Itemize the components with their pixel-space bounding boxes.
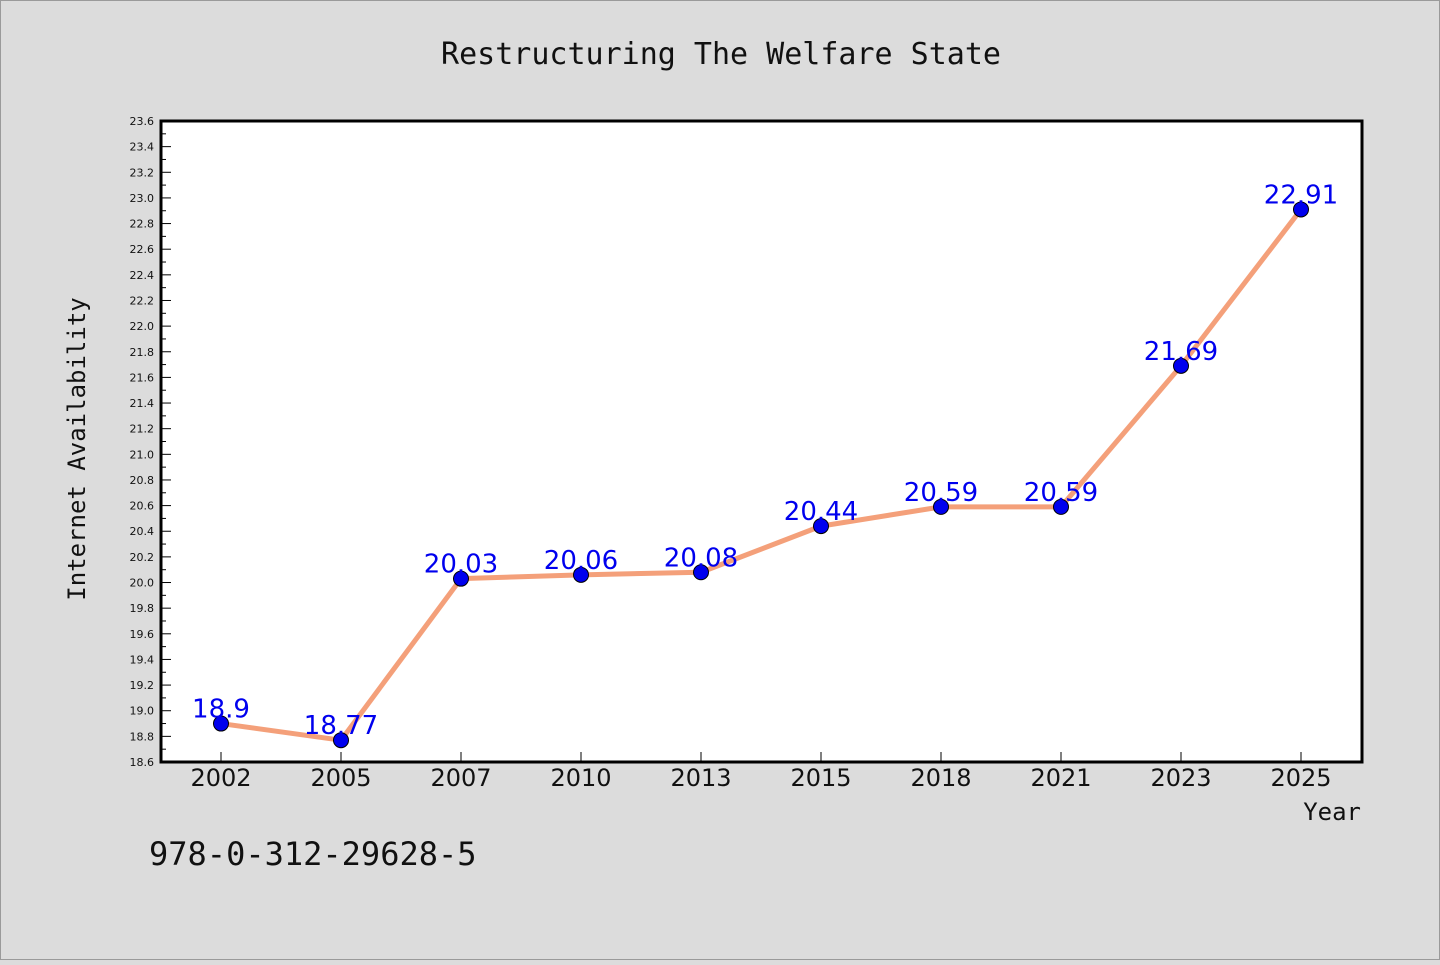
data-label: 20.59	[1024, 478, 1098, 508]
y-tick-label: 23.2	[130, 166, 155, 179]
isbn-footer: 978-0-312-29628-5	[149, 835, 477, 873]
y-tick-label: 22.8	[130, 218, 155, 231]
y-tick-label: 21.8	[130, 346, 155, 359]
series-line	[218, 206, 1304, 743]
data-label: 22.91	[1264, 180, 1338, 210]
x-tick-label: 2025	[1270, 764, 1331, 792]
data-label: 18.9	[192, 695, 250, 725]
y-tick-label: 22.0	[130, 320, 155, 333]
y-tick-label: 22.4	[130, 269, 155, 282]
data-point	[813, 518, 829, 535]
y-tick-label: 21.0	[130, 448, 155, 461]
x-tick-label: 2002	[190, 764, 251, 792]
y-tick-label: 20.4	[130, 525, 155, 538]
x-tick-label: 2007	[430, 764, 491, 792]
y-tick-label: 19.0	[130, 705, 155, 718]
y-tick-label: 19.4	[130, 653, 155, 666]
y-tick-label: 18.6	[130, 756, 155, 769]
data-label: 20.03	[424, 550, 498, 580]
y-tick-label: 21.6	[130, 371, 155, 384]
y-axis: 18.6 18.8 19.0 19.2 19.4 19.6 19.8 20.0 20.2 20.4…	[130, 115, 171, 769]
y-tick-label: 22.2	[130, 294, 155, 307]
x-tick-label: 2013	[670, 764, 731, 792]
y-tick-label: 19.8	[130, 602, 155, 615]
data-label: 20.08	[664, 543, 738, 573]
data-point	[333, 732, 349, 749]
y-axis-label: Internet Availability	[63, 297, 91, 600]
y-tick-label: 23.4	[130, 141, 155, 154]
plot-area	[159, 119, 1364, 764]
y-tick-label: 21.4	[130, 397, 155, 410]
data-point	[1173, 357, 1189, 374]
y-tick-label: 20.8	[130, 474, 155, 487]
x-tick-label: 2005	[310, 764, 371, 792]
x-axis-label: Year	[1303, 798, 1361, 826]
x-tick-label: 2015	[790, 764, 851, 792]
y-tick-label: 23.6	[130, 115, 155, 128]
y-tick-label: 20.0	[130, 577, 155, 590]
data-label: 21.69	[1144, 337, 1218, 367]
data-point	[933, 498, 949, 515]
x-tick-label: 2021	[1030, 764, 1091, 792]
chart-title: Restructuring The Welfare State	[441, 37, 1001, 72]
data-label: 20.44	[784, 497, 858, 527]
data-point	[573, 566, 589, 583]
series-layer: 18.9 18.77 20.03 20.06 20.08 20.44 20.59 20.59 2…	[192, 180, 1338, 749]
x-tick-label: 2010	[550, 764, 611, 792]
y-tick-label: 21.2	[130, 423, 155, 436]
y-tick-label: 18.8	[130, 730, 155, 743]
y-tick-label: 22.6	[130, 243, 155, 256]
y-tick-label: 20.2	[130, 551, 155, 564]
y-tick-label: 19.6	[130, 628, 155, 641]
data-label: 20.06	[544, 546, 618, 576]
data-point	[1293, 201, 1309, 218]
x-axis: 2002 2005 2007 2010 2013 2015 2018 2021 2023 2025	[190, 752, 1332, 792]
x-tick-label: 2018	[910, 764, 971, 792]
data-point	[1053, 498, 1069, 515]
data-label: 18.77	[304, 711, 378, 741]
data-point	[213, 715, 229, 732]
data-label: 20.59	[904, 478, 978, 508]
y-tick-label: 19.2	[130, 679, 155, 692]
y-tick-label: 20.6	[130, 500, 155, 513]
x-tick-label: 2023	[1150, 764, 1211, 792]
y-tick-label: 23.0	[130, 192, 155, 205]
data-point	[693, 564, 709, 581]
data-point	[453, 570, 469, 587]
